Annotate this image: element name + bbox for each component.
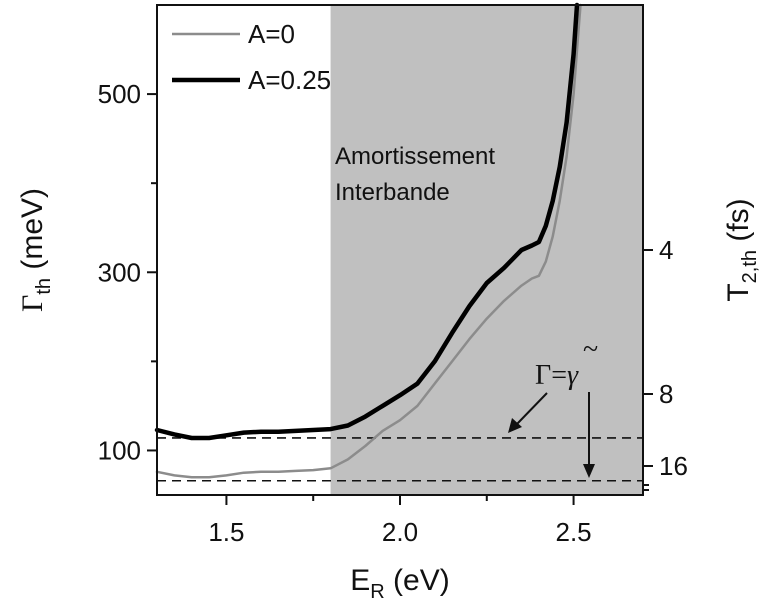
interband-label-line1: Amortissement <box>335 143 495 170</box>
x-axis-title: ER (eV) <box>350 564 449 603</box>
y-axis-left-title: Γth (meV) <box>16 188 55 312</box>
series-group <box>154 2 582 479</box>
x-tick-label-2: 2.5 <box>555 517 591 547</box>
y2-tick-label-0: 4 <box>659 235 673 265</box>
interband-shaded-region <box>330 5 643 495</box>
y-axis-right-ticks: 4 8 16 <box>643 235 688 491</box>
series-line-0 <box>155 3 582 479</box>
series-line-1 <box>154 2 580 441</box>
y-tick-label-0: 100 <box>98 435 141 465</box>
gamma-annotation-label: Γ=γ <box>535 360 579 391</box>
reference-lines <box>157 437 643 482</box>
interband-label-line2: Interbande <box>335 179 450 206</box>
gamma-annotation: Γ=γ ~ <box>508 334 598 478</box>
x-tick-label-0: 1.5 <box>208 517 244 547</box>
y2-tick-label-1: 8 <box>659 379 673 409</box>
annotation-arrow-upper <box>516 392 548 425</box>
legend-label-a025: A=0.25 <box>248 65 331 95</box>
y-axis-right-title: T2,th (fs) <box>722 198 761 301</box>
annotation-arrowhead-upper <box>508 418 522 433</box>
x-tick-label-1: 2.0 <box>382 517 418 547</box>
gamma-tilde-mark: ~ <box>583 334 598 365</box>
legend-label-a0: A=0 <box>248 19 295 49</box>
y-axis-left-ticks: 100 300 500 <box>98 79 157 465</box>
y-tick-label-2: 500 <box>98 79 141 109</box>
y-tick-label-1: 300 <box>98 257 141 287</box>
x-axis-ticks: 1.5 2.0 2.5 <box>208 495 592 547</box>
legend: A=0 A=0.25 <box>172 19 331 95</box>
annotation-arrowhead-lower <box>583 464 595 478</box>
y2-tick-label-2: 16 <box>659 451 688 481</box>
